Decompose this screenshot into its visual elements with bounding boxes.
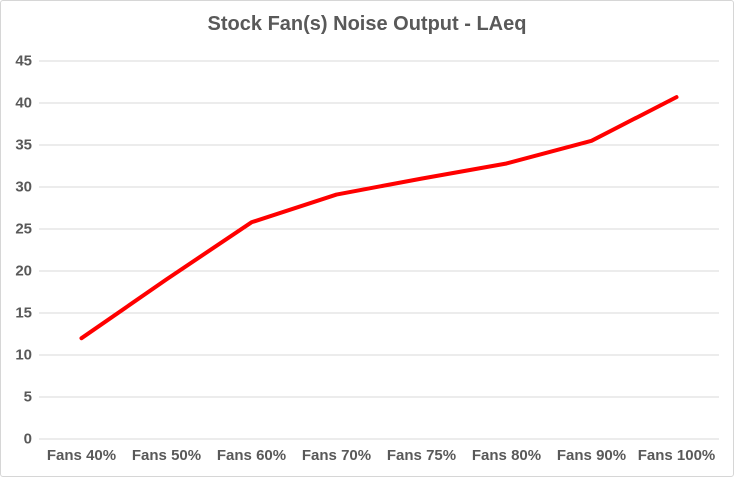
x-axis-category-label: Fans 40% (46, 447, 117, 464)
x-axis-category-label: Fans 70% (301, 447, 372, 464)
y-axis-tick-label: 25 (15, 220, 32, 238)
y-axis-tick-label: 45 (15, 52, 32, 70)
noise-output-line (79, 95, 679, 341)
y-axis-tick-label: 15 (15, 304, 32, 322)
x-axis-category-label: Fans 60% (216, 447, 287, 464)
y-axis-tick-label: 40 (15, 94, 32, 112)
y-axis-tick-label: 0 (23, 430, 32, 448)
y-axis-tick-label: 10 (15, 346, 32, 364)
x-axis-category-label: Fans 90% (556, 447, 627, 464)
x-axis-category-label: Fans 80% (471, 447, 542, 464)
y-axis-tick-label: 30 (15, 178, 32, 196)
x-axis-category-label: Fans 75% (386, 447, 457, 464)
x-axis-category-label: Fans 100% (637, 447, 716, 464)
y-axis-tick-label: 5 (23, 388, 32, 406)
chart-title: Stock Fan(s) Noise Output - LAeq (207, 13, 527, 35)
y-axis-tick-label: 35 (15, 136, 32, 154)
x-axis-category-label: Fans 50% (131, 447, 202, 464)
y-axis-tick-label: 20 (15, 262, 32, 280)
